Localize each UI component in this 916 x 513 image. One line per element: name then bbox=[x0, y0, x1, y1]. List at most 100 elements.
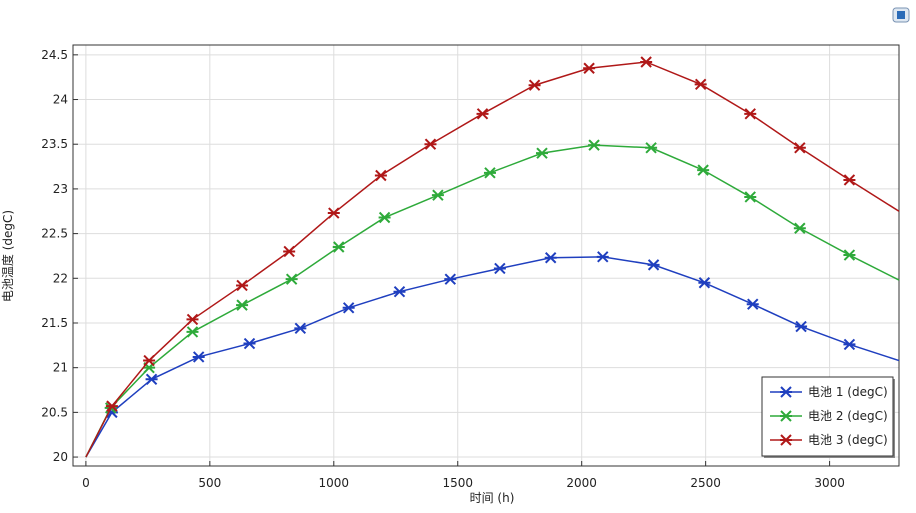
legend-marker bbox=[780, 410, 792, 422]
series-line bbox=[85, 256, 900, 458]
data-point bbox=[544, 252, 557, 264]
marker-stroke bbox=[744, 191, 757, 203]
data-point bbox=[374, 169, 387, 182]
marker-stroke bbox=[647, 259, 660, 271]
marker-stroke bbox=[285, 273, 298, 285]
marker-stroke bbox=[744, 108, 757, 120]
marker-stroke bbox=[476, 108, 489, 120]
data-point bbox=[843, 249, 856, 261]
y-axis-title: 电池温度 (degC) bbox=[0, 210, 15, 302]
data-point bbox=[583, 62, 596, 74]
data-point bbox=[596, 251, 609, 263]
marker-stroke bbox=[697, 164, 710, 176]
data-point bbox=[243, 337, 256, 350]
marker-stroke bbox=[192, 351, 205, 363]
icon-body[interactable] bbox=[897, 11, 905, 19]
marker-stroke bbox=[493, 262, 506, 275]
toolbar-icon[interactable] bbox=[892, 7, 910, 23]
marker-stroke bbox=[424, 138, 437, 150]
marker-stroke bbox=[843, 338, 856, 351]
data-point bbox=[283, 245, 296, 258]
marker-stroke bbox=[528, 79, 541, 91]
x-tick-label: 3000 bbox=[814, 476, 845, 490]
x-tick-label: 1500 bbox=[442, 476, 473, 490]
x-axis-title: 时间 (h) bbox=[470, 491, 515, 505]
series-line bbox=[85, 144, 900, 458]
data-point bbox=[236, 279, 249, 292]
marker-stroke bbox=[583, 62, 596, 74]
data-point bbox=[294, 322, 307, 335]
x-tick-label: 500 bbox=[198, 476, 221, 490]
y-tick-label: 24 bbox=[53, 93, 68, 107]
x-tick-label: 0 bbox=[82, 476, 90, 490]
y-tick-label: 20 bbox=[53, 450, 68, 464]
data-point bbox=[793, 222, 806, 234]
y-tick-label: 23.5 bbox=[41, 137, 68, 151]
data-point bbox=[424, 138, 437, 150]
marker-stroke bbox=[780, 386, 792, 398]
marker-stroke bbox=[143, 354, 156, 367]
marker-stroke bbox=[795, 320, 808, 333]
marker-stroke bbox=[746, 298, 759, 310]
data-point bbox=[327, 207, 340, 219]
data-point bbox=[342, 302, 355, 314]
y-tick-label: 21 bbox=[53, 361, 68, 375]
y-tick-label: 24.5 bbox=[41, 48, 68, 62]
legend-label: 电池 3 (degC) bbox=[808, 433, 888, 447]
data-point bbox=[645, 142, 658, 154]
data-point bbox=[640, 56, 653, 68]
data-point bbox=[588, 139, 601, 151]
marker-stroke bbox=[236, 299, 249, 311]
marker-stroke bbox=[444, 273, 457, 285]
legend-label: 电池 1 (degC) bbox=[808, 385, 888, 399]
marker-stroke bbox=[186, 326, 199, 338]
marker-stroke bbox=[327, 207, 340, 219]
data-point bbox=[444, 273, 457, 285]
marker-stroke bbox=[793, 142, 806, 154]
y-tick-label: 21.5 bbox=[41, 316, 68, 330]
marker-stroke bbox=[431, 189, 444, 201]
plot-frame bbox=[72, 44, 900, 467]
marker-stroke bbox=[640, 56, 653, 68]
data-point bbox=[744, 108, 757, 120]
marker-stroke bbox=[645, 142, 658, 154]
marker-stroke bbox=[793, 222, 806, 234]
data-point bbox=[393, 285, 406, 298]
data-point bbox=[694, 78, 707, 91]
y-tick-label: 22.5 bbox=[41, 227, 68, 241]
legend-marker bbox=[780, 386, 792, 398]
marker-stroke bbox=[342, 302, 355, 314]
data-point bbox=[698, 277, 711, 289]
data-point bbox=[145, 373, 158, 386]
marker-stroke bbox=[596, 251, 609, 263]
x-tick-label: 2000 bbox=[566, 476, 597, 490]
marker-stroke bbox=[105, 400, 118, 412]
data-point bbox=[192, 351, 205, 363]
data-point bbox=[795, 320, 808, 333]
x-tick-label: 1000 bbox=[319, 476, 350, 490]
data-point bbox=[186, 313, 199, 326]
marker-stroke bbox=[843, 249, 856, 261]
data-point bbox=[143, 354, 156, 367]
data-point bbox=[528, 79, 541, 91]
marker-stroke bbox=[332, 241, 345, 253]
marker-stroke bbox=[780, 434, 792, 446]
marker-stroke bbox=[780, 410, 792, 422]
y-tick-label: 23 bbox=[53, 182, 68, 196]
data-point bbox=[105, 400, 118, 412]
data-point bbox=[536, 147, 549, 159]
marker-stroke bbox=[393, 285, 406, 298]
marker-stroke bbox=[236, 279, 249, 292]
data-point bbox=[332, 241, 345, 253]
data-point bbox=[186, 326, 199, 338]
marker-stroke bbox=[483, 167, 496, 179]
y-tick-label: 20.5 bbox=[41, 405, 68, 419]
data-point bbox=[697, 164, 710, 176]
data-point bbox=[431, 189, 444, 201]
marker-stroke bbox=[283, 245, 296, 258]
marker-stroke bbox=[536, 147, 549, 159]
x-tick-label: 2500 bbox=[690, 476, 721, 490]
data-point bbox=[746, 298, 759, 310]
legend-label: 电池 2 (degC) bbox=[808, 409, 888, 423]
